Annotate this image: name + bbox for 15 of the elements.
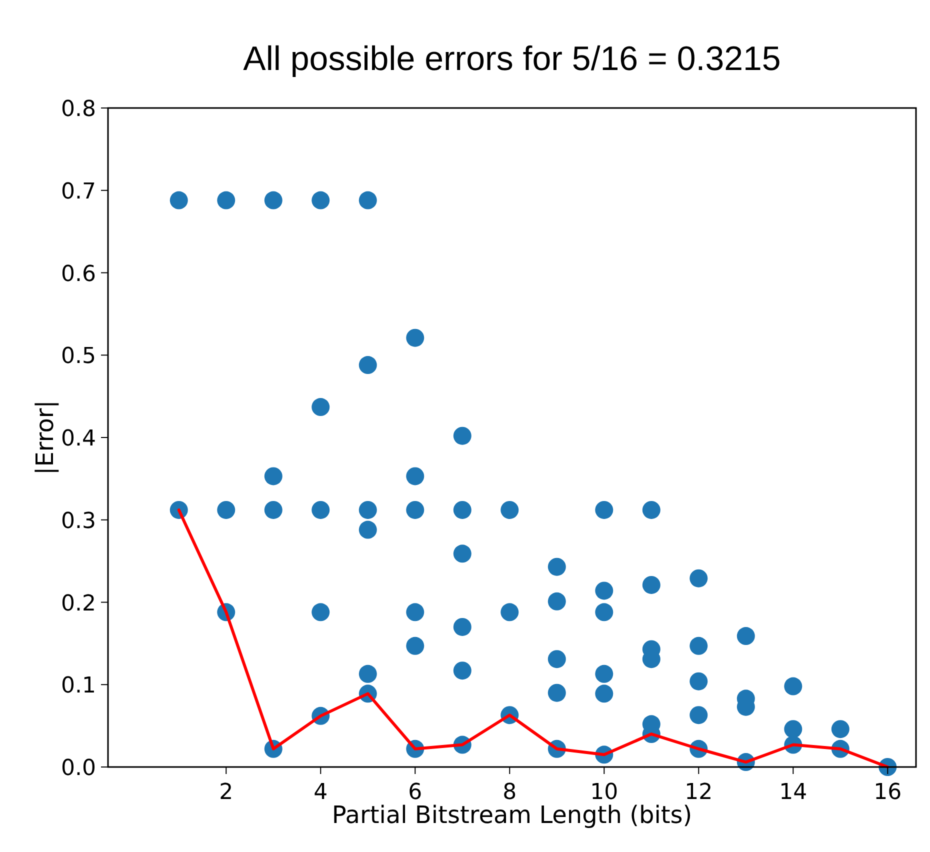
y-tick-label: 0.7 [61,179,96,204]
y-tick-label: 0.4 [61,426,96,452]
y-tick-label: 0.8 [61,97,96,122]
y-tick-label: 0.3 [61,508,96,534]
x-tick-label: 14 [779,780,808,805]
x-tick-label: 4 [314,780,328,805]
y-tick-label: 0.2 [61,591,96,616]
x-tick-label: 2 [219,780,234,805]
y-tick-label: 0.5 [61,344,96,370]
x-tick-label: 16 [874,780,902,805]
y-tick-label: 0.6 [61,262,96,287]
chart-title: All possible errors for 5/16 = 0.3215 [243,40,781,78]
y-tick-label: 0.0 [61,756,96,781]
y-tick-label: 0.1 [61,674,96,699]
y-axis-title: |Error| [31,400,59,475]
